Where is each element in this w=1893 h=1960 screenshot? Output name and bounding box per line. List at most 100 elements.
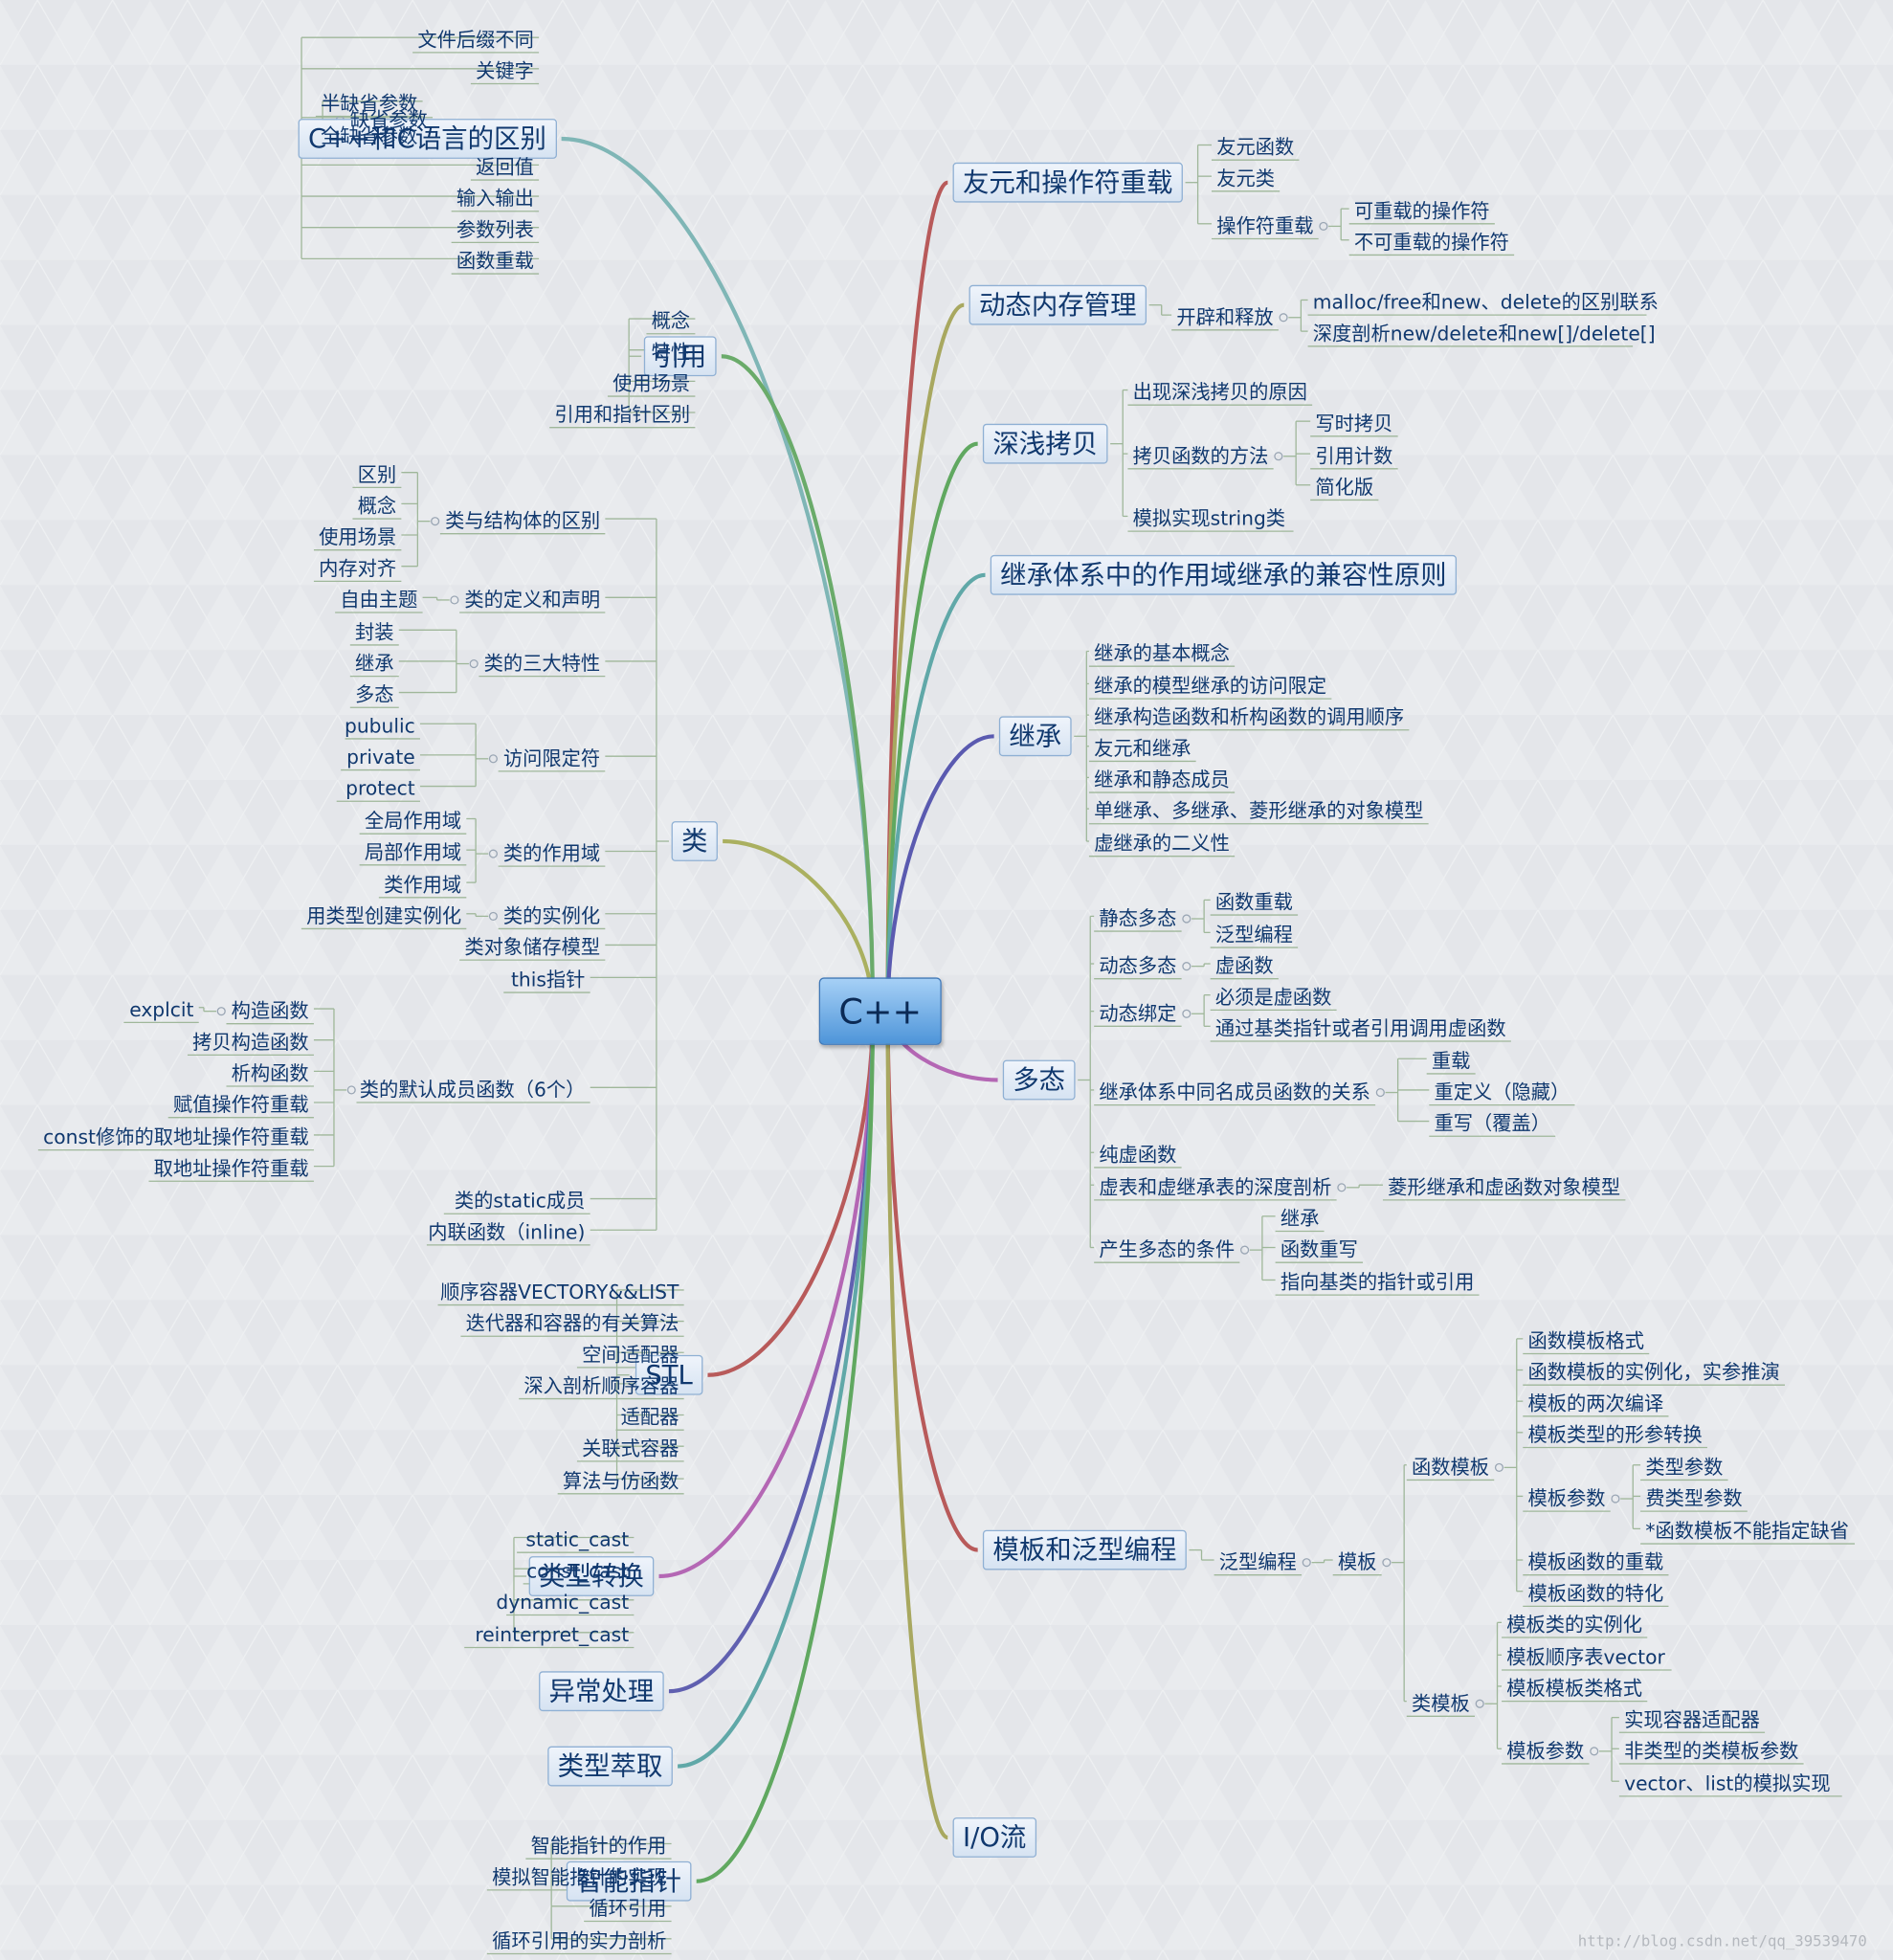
node-label[interactable]: reinterpret_cast	[475, 1623, 630, 1647]
node-label[interactable]: 使用场景	[612, 372, 691, 395]
node-label[interactable]: 类的三大特性	[483, 652, 601, 676]
node-label[interactable]: vector、list的模拟实现	[1624, 1772, 1831, 1795]
node-label[interactable]: 继承	[1280, 1207, 1320, 1231]
node-label[interactable]: 虚表和虚继承表的深度剖析	[1099, 1176, 1332, 1199]
branch-b7[interactable]: 智能指针	[566, 1860, 692, 1902]
node-label[interactable]: 必须是虚函数	[1214, 986, 1332, 1010]
node-label[interactable]: 参数列表	[456, 218, 534, 242]
node-label[interactable]: 指向基类的指针或引用	[1280, 1271, 1475, 1294]
node-label[interactable]: 输入输出	[456, 187, 534, 211]
node-label[interactable]: 继承	[355, 652, 394, 676]
node-label[interactable]: 继承的模型继承的访问限定	[1094, 675, 1327, 698]
node-label[interactable]: 迭代器和容器的有关算法	[465, 1312, 679, 1335]
collapse-icon[interactable]	[431, 517, 440, 526]
collapse-icon[interactable]	[1382, 1558, 1392, 1568]
node-label[interactable]: 区别	[357, 463, 397, 487]
node-label[interactable]: 泛型编程	[1218, 1550, 1297, 1574]
collapse-icon[interactable]	[1590, 1747, 1599, 1756]
collapse-icon[interactable]	[1337, 1183, 1347, 1192]
node-label[interactable]: 模拟实现string类	[1132, 507, 1286, 530]
node-label[interactable]: 模板类的实例化	[1506, 1614, 1643, 1637]
node-label[interactable]: 返回值	[476, 156, 534, 179]
node-label[interactable]: 类模板	[1412, 1692, 1470, 1715]
node-label[interactable]: 拷贝构造函数	[192, 1031, 309, 1055]
node-label[interactable]: 菱形继承和虚函数对象模型	[1388, 1176, 1621, 1199]
node-label[interactable]: protect	[345, 777, 415, 800]
node-label[interactable]: private	[346, 746, 415, 769]
node-label[interactable]: 内联函数（inline)	[428, 1221, 586, 1244]
node-label[interactable]: 静态多态	[1099, 907, 1177, 930]
node-label[interactable]: 继承构造函数和析构函数的调用顺序	[1094, 705, 1405, 729]
node-label[interactable]: 类的默认成员函数（6个）	[359, 1079, 586, 1102]
node-label[interactable]: 单继承、多继承、菱形继承的对象模型	[1094, 799, 1424, 823]
branch-b2[interactable]: 类	[671, 821, 718, 861]
collapse-icon[interactable]	[1302, 1558, 1311, 1568]
node-label[interactable]: 局部作用域	[364, 841, 462, 864]
node-label[interactable]: 内存对齐	[319, 557, 397, 581]
branch-b1[interactable]: 引用	[643, 336, 717, 377]
node-label[interactable]: 文件后缀不同	[417, 29, 534, 52]
node-label[interactable]: 关联式容器	[582, 1437, 679, 1460]
node-label[interactable]: 开辟和释放	[1176, 305, 1274, 329]
node-label[interactable]: 函数重载	[456, 250, 534, 273]
node-label[interactable]: 函数模板	[1412, 1456, 1490, 1480]
node-label[interactable]: 循环引用的实力剖析	[492, 1929, 667, 1953]
node-label[interactable]: dynamic_cast	[496, 1591, 630, 1615]
node-label[interactable]: 重写（覆盖）	[1434, 1112, 1551, 1135]
collapse-icon[interactable]	[469, 658, 479, 669]
node-label[interactable]: 循环引用	[589, 1897, 667, 1921]
node-label[interactable]: 友元和继承	[1094, 737, 1191, 761]
node-label[interactable]: 出现深浅拷贝的原因	[1132, 381, 1307, 404]
node-label[interactable]: 封装	[355, 621, 394, 644]
node-label[interactable]: 深度剖析new/delete和new[]/delete[]	[1312, 322, 1656, 345]
branch-b13[interactable]: 多态	[1002, 1059, 1076, 1101]
branch-b4[interactable]: 类型转换	[528, 1556, 655, 1596]
collapse-icon[interactable]	[1182, 914, 1191, 924]
collapse-icon[interactable]	[450, 595, 459, 605]
node-label[interactable]: 函数重写	[1280, 1238, 1358, 1261]
collapse-icon[interactable]	[1475, 1699, 1484, 1708]
node-label[interactable]: 顺序容器VECTORY&&LIST	[440, 1281, 679, 1304]
node-label[interactable]: 半缺省参数	[321, 92, 418, 116]
node-label[interactable]: 适配器	[620, 1406, 679, 1429]
node-label[interactable]: 模板的两次编译	[1527, 1392, 1664, 1415]
node-label[interactable]: 智能指针的作用	[530, 1835, 667, 1858]
node-label[interactable]: 非类型的类模板参数	[1624, 1740, 1799, 1763]
node-label[interactable]: 类的作用域	[502, 842, 601, 865]
node-label[interactable]: 不可重载的操作符	[1353, 231, 1509, 255]
node-label[interactable]: 类的定义和声明	[464, 589, 601, 612]
node-label[interactable]: 缺省参数	[349, 108, 428, 132]
node-label[interactable]: 虚继承的二义性	[1094, 832, 1230, 856]
node-label[interactable]: 动态绑定	[1099, 1002, 1177, 1026]
branch-b8[interactable]: 友元和操作符重载	[952, 162, 1183, 203]
node-label[interactable]: 类的static成员	[454, 1190, 586, 1213]
node-label[interactable]: 继承和静态成员	[1094, 768, 1230, 791]
node-label[interactable]: 模板函数的重载	[1527, 1550, 1664, 1574]
node-label[interactable]: explcit	[129, 998, 194, 1022]
node-label[interactable]: 算法与仿函数	[562, 1469, 679, 1493]
node-label[interactable]: malloc/free和new、delete的区别联系	[1312, 291, 1659, 314]
collapse-icon[interactable]	[488, 849, 498, 858]
node-label[interactable]: 引用和指针区别	[554, 403, 691, 427]
node-label[interactable]: 类与结构体的区别	[445, 509, 601, 533]
node-label[interactable]: 多态	[355, 683, 394, 706]
collapse-icon[interactable]	[1279, 313, 1288, 323]
node-label[interactable]: 类对象储存模型	[464, 936, 601, 959]
node-label[interactable]: 函数重载	[1214, 891, 1293, 914]
node-label[interactable]: 友元类	[1216, 167, 1275, 190]
node-label[interactable]: 自由主题	[340, 589, 418, 612]
node-label[interactable]: 访问限定符	[502, 747, 601, 770]
node-label[interactable]: 类的实例化	[502, 904, 601, 928]
node-label[interactable]: 拷贝函数的方法	[1132, 444, 1269, 468]
node-label[interactable]: 实现容器适配器	[1624, 1708, 1760, 1731]
node-label[interactable]: 费类型参数	[1645, 1487, 1743, 1510]
collapse-icon[interactable]	[216, 1007, 226, 1016]
node-label[interactable]: 模拟智能指针的实现	[492, 1866, 667, 1889]
node-label[interactable]: 用类型创建实例化	[306, 904, 462, 928]
branch-b3[interactable]: STL	[635, 1354, 703, 1395]
node-label[interactable]: 泛型编程	[1214, 924, 1293, 947]
node-label[interactable]: 继承体系中同名成员函数的关系	[1099, 1080, 1370, 1104]
node-label[interactable]: this指针	[510, 969, 586, 991]
node-label[interactable]: 纯虚函数	[1099, 1144, 1177, 1167]
branch-b10[interactable]: 深浅拷贝	[982, 423, 1108, 464]
